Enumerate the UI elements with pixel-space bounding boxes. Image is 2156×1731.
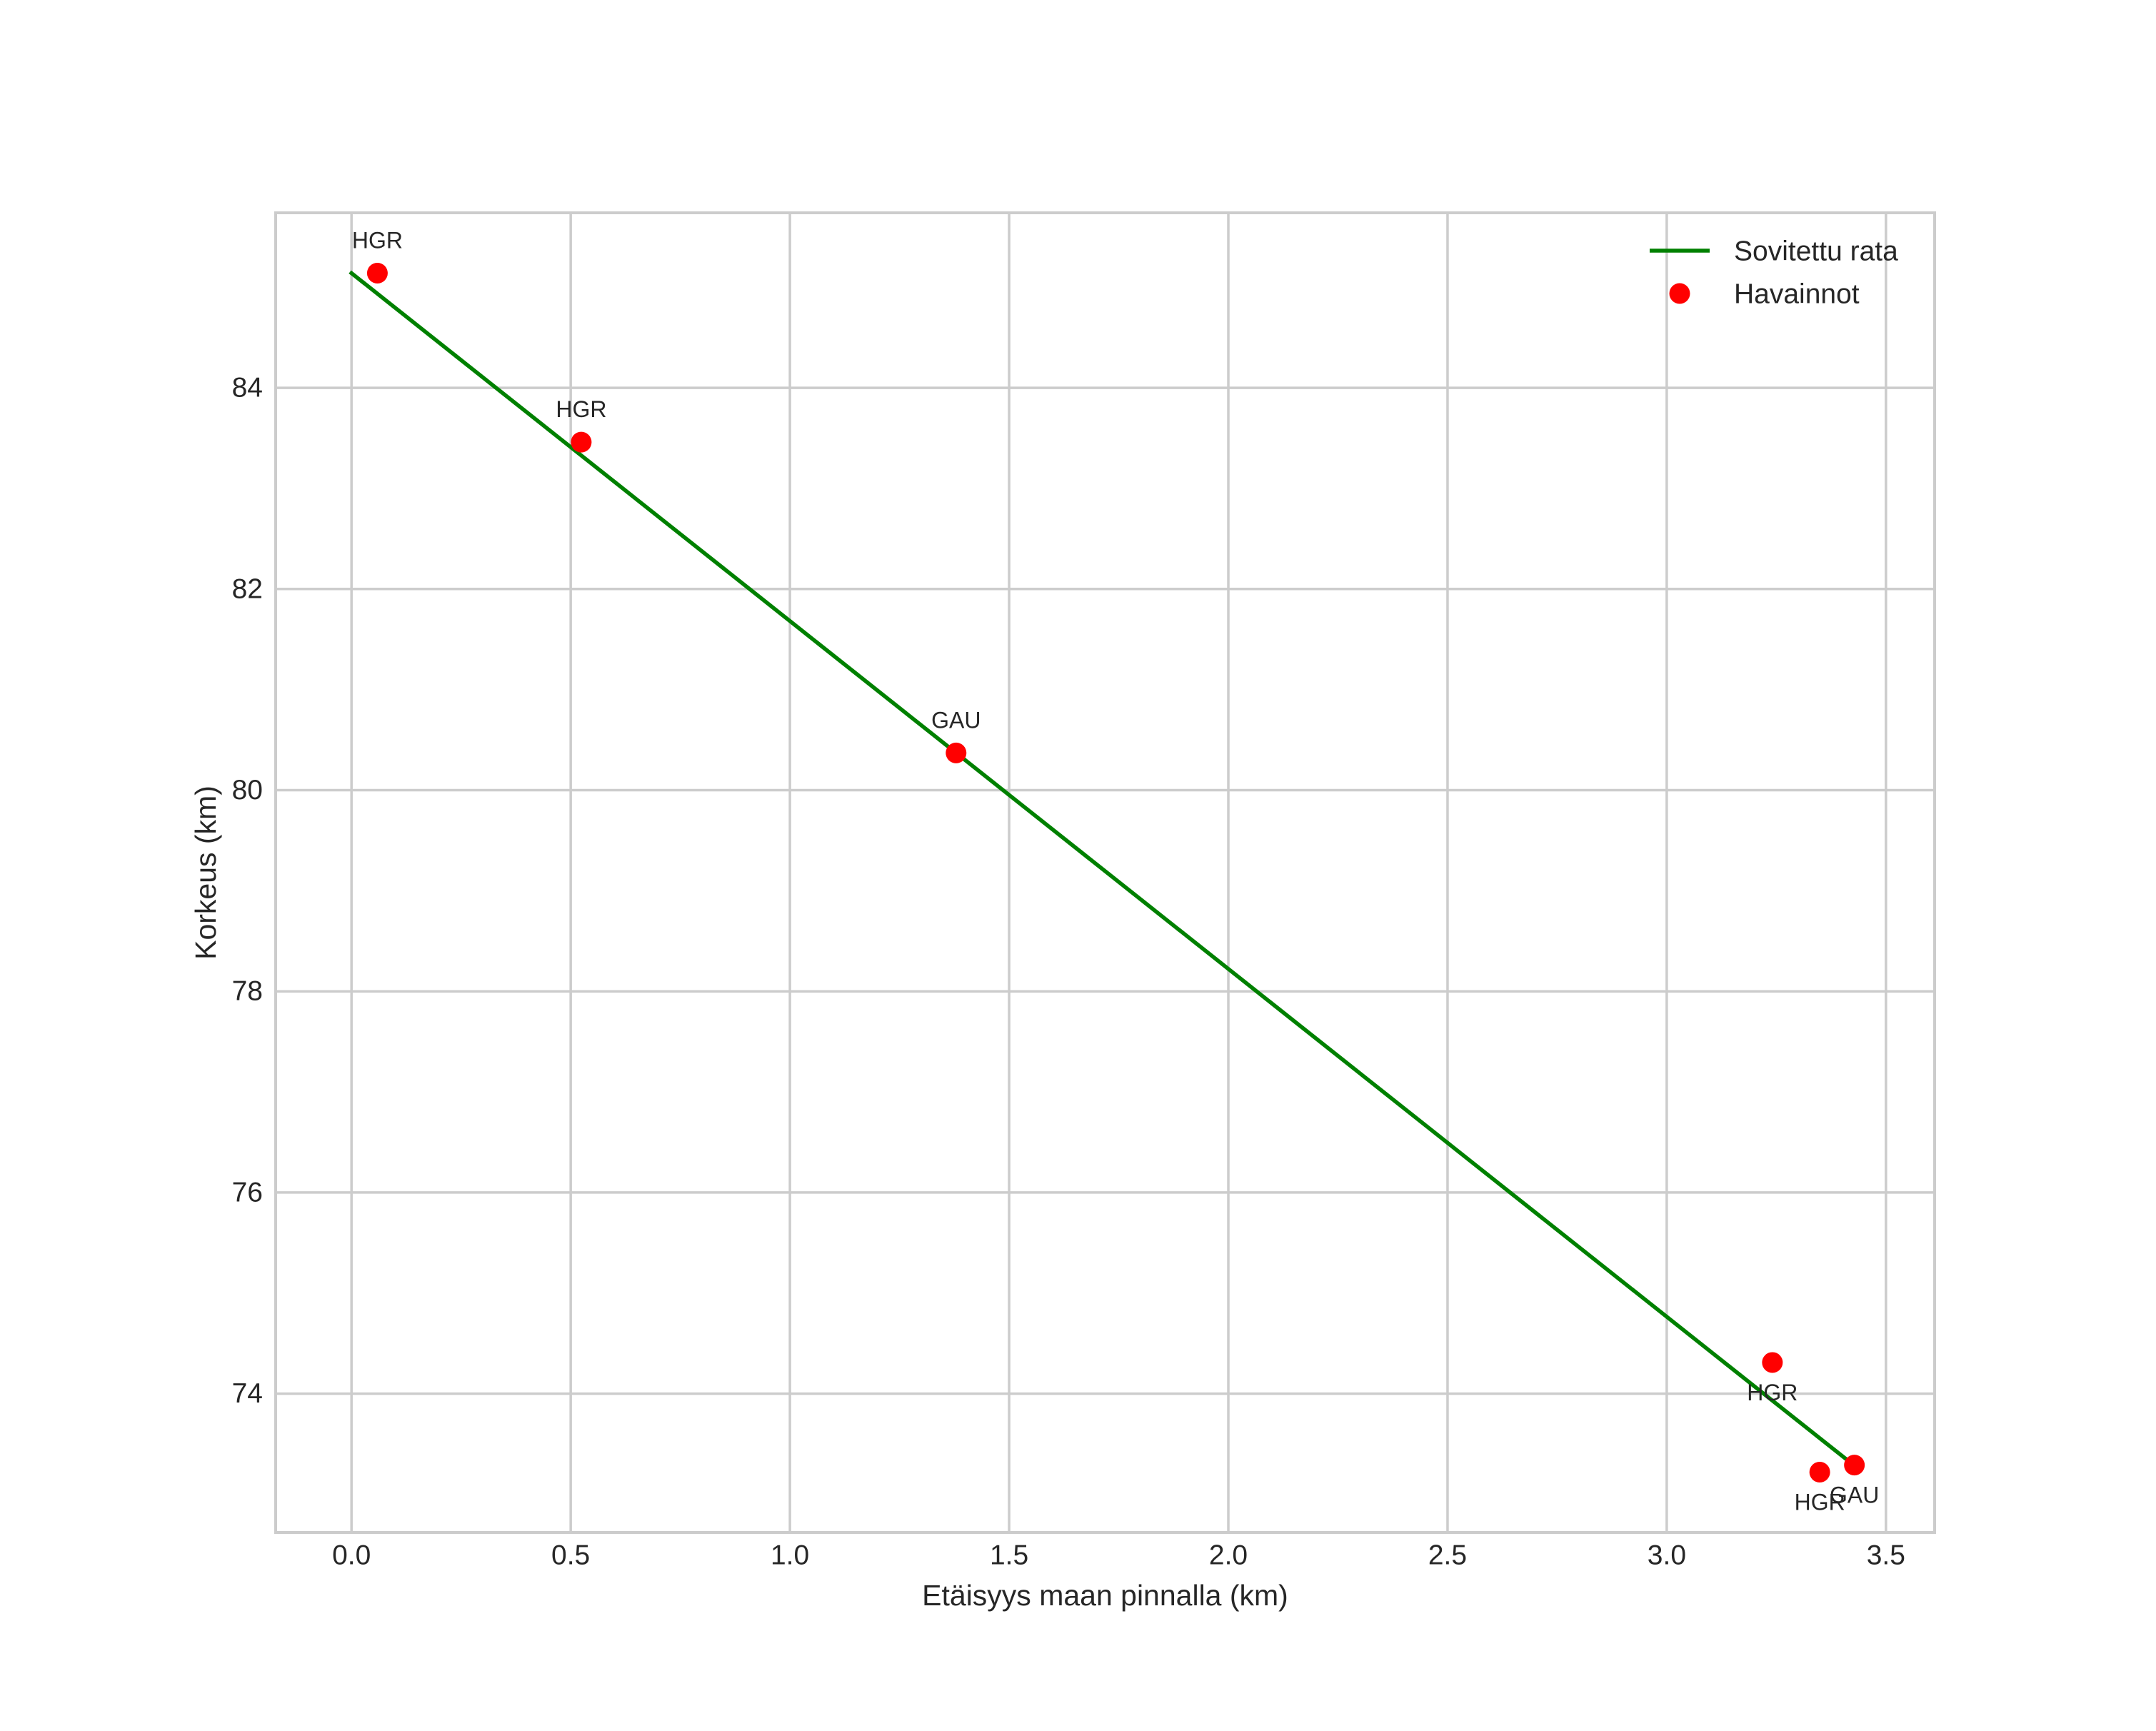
observation-point — [366, 263, 388, 284]
fitted-trajectory-line — [349, 270, 1849, 1462]
grid-lines — [276, 213, 1935, 1532]
point-station-label: HGR — [1747, 1380, 1797, 1405]
y-tick-label: 84 — [232, 373, 263, 403]
x-axis-ticks: 0.0 0.5 1.0 1.5 2.0 2.5 3.0 3.5 — [332, 1540, 1905, 1571]
x-tick-label: 2.0 — [1209, 1540, 1248, 1571]
legend: Sovitettu rata Havainnot — [1650, 236, 1898, 310]
observation-point — [946, 742, 967, 763]
point-station-label: HGR — [352, 228, 403, 254]
observation-point — [1762, 1352, 1783, 1373]
y-tick-label: 82 — [232, 573, 263, 604]
x-tick-label: 0.0 — [332, 1540, 371, 1571]
fitted-line-path — [349, 270, 1849, 1462]
y-tick-label: 78 — [232, 976, 263, 1007]
y-tick-label: 76 — [232, 1177, 263, 1208]
point-station-label: GAU — [1830, 1482, 1879, 1508]
point-station-label: HGR — [1795, 1489, 1845, 1515]
x-tick-label: 2.5 — [1428, 1540, 1467, 1571]
y-axis-label: Korkeus (km) — [189, 786, 222, 960]
observation-point — [1844, 1455, 1865, 1476]
x-tick-label: 1.0 — [771, 1540, 809, 1571]
x-tick-label: 1.5 — [990, 1540, 1028, 1571]
legend-label-observations: Havainnot — [1734, 279, 1860, 310]
legend-label-fit: Sovitettu rata — [1734, 236, 1898, 267]
y-axis-ticks: 74 76 78 80 82 84 — [232, 373, 263, 1410]
point-station-label: GAU — [931, 707, 981, 733]
point-station-label: HGR — [556, 396, 606, 422]
plot-area-frame — [274, 211, 1936, 1534]
observation-point — [571, 431, 592, 453]
y-tick-label: 80 — [232, 775, 263, 806]
x-tick-label: 3.0 — [1648, 1540, 1686, 1571]
legend-dot-icon — [1669, 283, 1690, 304]
x-tick-label: 3.5 — [1867, 1540, 1905, 1571]
x-axis-label: Etäisyys maan pinnalla (km) — [922, 1579, 1288, 1612]
y-tick-label: 74 — [232, 1378, 263, 1409]
observation-point — [1809, 1461, 1830, 1482]
x-tick-label: 0.5 — [551, 1540, 590, 1571]
